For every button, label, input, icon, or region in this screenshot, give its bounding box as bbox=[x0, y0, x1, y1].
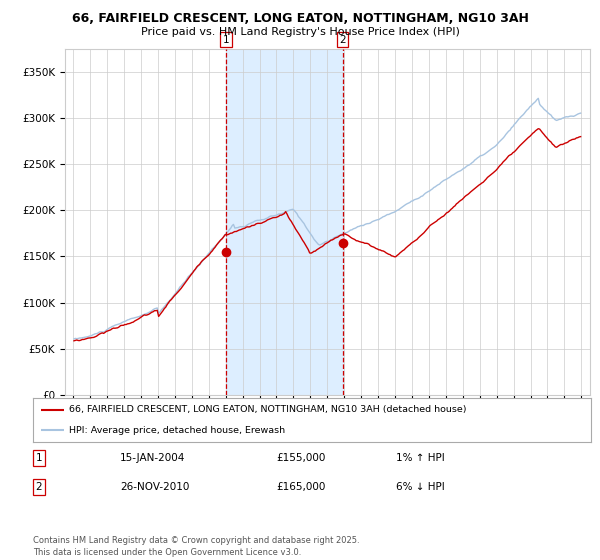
Text: £165,000: £165,000 bbox=[276, 482, 325, 492]
Text: 15-JAN-2004: 15-JAN-2004 bbox=[120, 453, 185, 463]
Text: Price paid vs. HM Land Registry's House Price Index (HPI): Price paid vs. HM Land Registry's House … bbox=[140, 27, 460, 37]
Text: 2: 2 bbox=[339, 35, 346, 45]
Text: £155,000: £155,000 bbox=[276, 453, 325, 463]
Text: 26-NOV-2010: 26-NOV-2010 bbox=[120, 482, 190, 492]
Text: 2: 2 bbox=[35, 482, 43, 492]
Text: 6% ↓ HPI: 6% ↓ HPI bbox=[396, 482, 445, 492]
Text: Contains HM Land Registry data © Crown copyright and database right 2025.
This d: Contains HM Land Registry data © Crown c… bbox=[33, 536, 359, 557]
Text: 66, FAIRFIELD CRESCENT, LONG EATON, NOTTINGHAM, NG10 3AH (detached house): 66, FAIRFIELD CRESCENT, LONG EATON, NOTT… bbox=[69, 405, 467, 414]
Text: 1: 1 bbox=[35, 453, 43, 463]
Text: 1% ↑ HPI: 1% ↑ HPI bbox=[396, 453, 445, 463]
Text: 1: 1 bbox=[223, 35, 230, 45]
Bar bbox=[226, 49, 343, 395]
Text: 66, FAIRFIELD CRESCENT, LONG EATON, NOTTINGHAM, NG10 3AH: 66, FAIRFIELD CRESCENT, LONG EATON, NOTT… bbox=[71, 12, 529, 25]
Text: HPI: Average price, detached house, Erewash: HPI: Average price, detached house, Erew… bbox=[69, 426, 286, 435]
